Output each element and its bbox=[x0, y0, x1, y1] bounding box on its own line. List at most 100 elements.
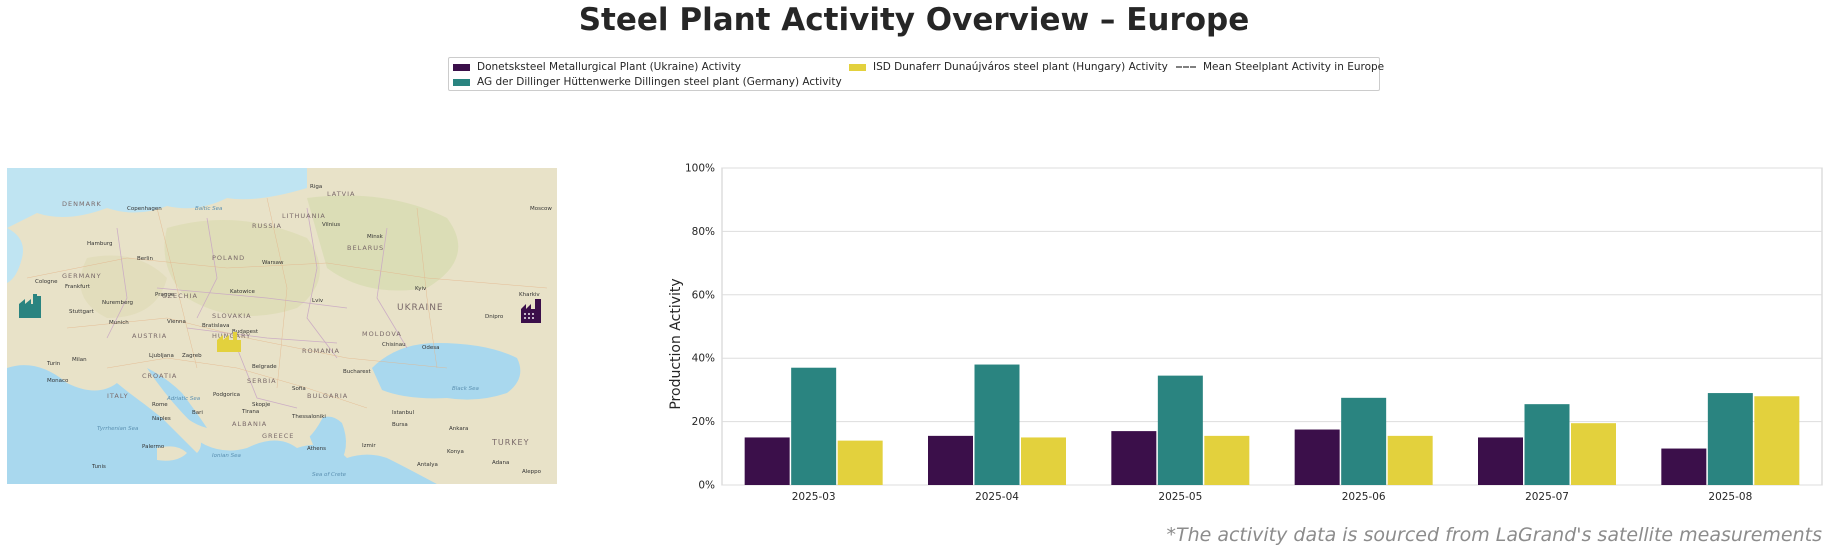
svg-text:Ankara: Ankara bbox=[449, 426, 468, 432]
map-label: BULGARIA bbox=[307, 392, 348, 400]
svg-text:Bratislava: Bratislava bbox=[202, 323, 229, 329]
bar bbox=[1387, 435, 1433, 485]
svg-text:Budapest: Budapest bbox=[232, 329, 259, 335]
svg-text:Chisinau: Chisinau bbox=[382, 342, 406, 348]
legend-item-hungary: ISD Dunaferr Dunaújváros steel plant (Hu… bbox=[849, 61, 1168, 73]
x-tick-label: 2025-03 bbox=[792, 491, 836, 503]
svg-text:Hamburg: Hamburg bbox=[87, 241, 113, 247]
y-tick-label: 60% bbox=[692, 289, 715, 301]
bar-chart: 0% 20% 40% 60% 80% 100% 2025-03 2025-04 2025-05 2… bbox=[660, 160, 1828, 510]
bar bbox=[744, 437, 790, 485]
map-label: MOLDOVA bbox=[362, 330, 402, 338]
map-label: AUSTRIA bbox=[132, 332, 167, 340]
svg-text:Sofia: Sofia bbox=[292, 386, 306, 392]
svg-text:Ionian Sea: Ionian Sea bbox=[212, 453, 241, 459]
svg-text:Warsaw: Warsaw bbox=[262, 260, 284, 266]
svg-text:Kharkiv: Kharkiv bbox=[519, 292, 540, 298]
svg-text:Berlin: Berlin bbox=[137, 256, 153, 262]
map-label: BELARUS bbox=[347, 244, 384, 252]
svg-text:Podgorica: Podgorica bbox=[213, 392, 240, 398]
legend-item-mean: Mean Steelplant Activity in Europe bbox=[1176, 61, 1384, 73]
map-label: CZECHIA bbox=[162, 292, 198, 300]
map-label: HUNGARY bbox=[212, 332, 251, 340]
svg-text:Izmir: Izmir bbox=[362, 443, 376, 449]
x-tick-label: 2025-04 bbox=[975, 491, 1019, 503]
svg-text:Dnipro: Dnipro bbox=[485, 314, 504, 320]
map-label: UKRAINE bbox=[397, 303, 444, 313]
bar bbox=[1478, 437, 1523, 485]
map-label: CROATIA bbox=[142, 372, 177, 380]
bar bbox=[791, 367, 837, 485]
svg-text:Black Sea: Black Sea bbox=[452, 386, 480, 392]
x-tick-label: 2025-06 bbox=[1342, 491, 1386, 503]
svg-text:Antalya: Antalya bbox=[417, 462, 438, 468]
x-tick-label: 2025-08 bbox=[1708, 491, 1752, 503]
svg-text:Tyrrhenian Sea: Tyrrhenian Sea bbox=[97, 426, 139, 432]
map-label: SLOVAKIA bbox=[212, 312, 252, 320]
svg-text:Monaco: Monaco bbox=[47, 378, 69, 384]
legend-item-germany: AG der Dillinger Hüttenwerke Dillingen s… bbox=[453, 76, 842, 88]
y-tick-label: 0% bbox=[698, 480, 715, 492]
svg-text:Stuttgart: Stuttgart bbox=[69, 309, 95, 315]
legend-label: Donetsksteel Metallurgical Plant (Ukrain… bbox=[477, 61, 741, 73]
svg-text:Vilnius: Vilnius bbox=[322, 222, 340, 228]
bar bbox=[1524, 404, 1570, 485]
legend-item-ukraine: Donetsksteel Metallurgical Plant (Ukrain… bbox=[453, 61, 741, 73]
svg-text:Nuremberg: Nuremberg bbox=[102, 300, 133, 306]
bar bbox=[1157, 375, 1203, 485]
y-tick-label: 100% bbox=[685, 163, 715, 175]
svg-text:Naples: Naples bbox=[152, 416, 171, 422]
svg-text:Cologne: Cologne bbox=[35, 279, 58, 285]
y-axis-label: Production Activity bbox=[668, 278, 684, 409]
factory-icon bbox=[217, 332, 241, 352]
svg-text:Thessaloniki: Thessaloniki bbox=[291, 414, 326, 420]
svg-text:Milan: Milan bbox=[72, 357, 87, 363]
legend-swatch bbox=[453, 63, 470, 71]
svg-text:Ljubljana: Ljubljana bbox=[149, 353, 174, 359]
svg-text:Minsk: Minsk bbox=[367, 234, 384, 240]
europe-map: DENMARK LATVIA LITHUANIA BELARUS POLAND … bbox=[7, 168, 557, 484]
svg-text:Frankfurt: Frankfurt bbox=[65, 284, 91, 290]
svg-text:Copenhagen: Copenhagen bbox=[127, 206, 162, 212]
legend-dash bbox=[1176, 66, 1196, 68]
svg-text:Athens: Athens bbox=[307, 446, 326, 452]
legend-swatch bbox=[453, 78, 470, 86]
map-label: LATVIA bbox=[327, 190, 356, 198]
svg-text:Katowice: Katowice bbox=[230, 289, 255, 295]
x-tick-label: 2025-05 bbox=[1158, 491, 1202, 503]
svg-text:Bari: Bari bbox=[192, 410, 203, 416]
svg-text:Istanbul: Istanbul bbox=[392, 410, 414, 416]
map-label: GREECE bbox=[262, 432, 294, 440]
svg-text:Moscow: Moscow bbox=[530, 206, 552, 212]
factory-icon bbox=[19, 294, 41, 318]
svg-text:Tirana: Tirana bbox=[241, 409, 259, 415]
bar bbox=[974, 364, 1020, 485]
bar bbox=[1571, 423, 1616, 485]
legend-label: AG der Dillinger Hüttenwerke Dillingen s… bbox=[477, 76, 842, 88]
legend-label: Mean Steelplant Activity in Europe bbox=[1203, 61, 1385, 73]
svg-text:Zagreb: Zagreb bbox=[182, 353, 202, 359]
map-label: RUSSIA bbox=[252, 222, 282, 230]
svg-text:Odesa: Odesa bbox=[422, 345, 439, 351]
svg-text:Prague: Prague bbox=[155, 292, 175, 298]
map-label: GERMANY bbox=[62, 272, 102, 280]
bar bbox=[1111, 431, 1157, 485]
y-tick-label: 40% bbox=[692, 353, 715, 365]
page-title: Steel Plant Activity Overview – Europe bbox=[578, 2, 1250, 38]
svg-text:Konya: Konya bbox=[447, 449, 464, 455]
svg-text:Bursa: Bursa bbox=[392, 422, 408, 428]
bar bbox=[1707, 393, 1753, 485]
map-label: LITHUANIA bbox=[282, 212, 326, 220]
svg-text:Riga: Riga bbox=[310, 184, 322, 190]
source-footnote: *The activity data is sourced from LaGra… bbox=[1166, 524, 1822, 546]
map-label: DENMARK bbox=[62, 200, 102, 208]
svg-text:Adriatic Sea: Adriatic Sea bbox=[166, 396, 201, 402]
bar bbox=[1021, 437, 1066, 485]
svg-text:Munich: Munich bbox=[109, 320, 129, 326]
bar bbox=[1341, 397, 1387, 485]
legend-swatch bbox=[849, 63, 866, 71]
bar bbox=[837, 440, 883, 485]
bar bbox=[1661, 448, 1707, 485]
svg-text:Palermo: Palermo bbox=[142, 444, 165, 450]
map-label: POLAND bbox=[212, 254, 245, 262]
